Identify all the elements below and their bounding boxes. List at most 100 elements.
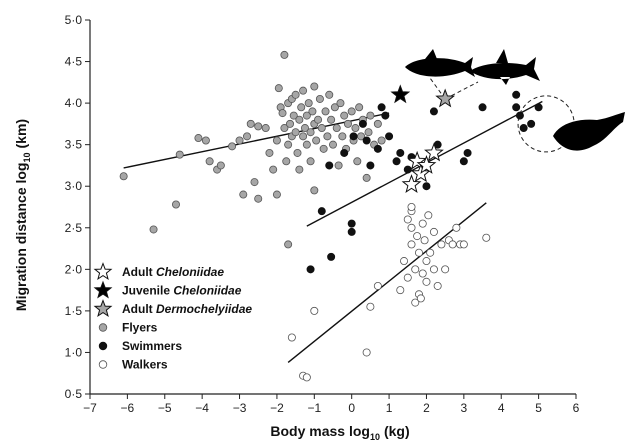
swimmers-point	[358, 119, 367, 128]
flyers-point	[272, 190, 281, 199]
flyers-point	[334, 161, 343, 170]
swimmers-point	[366, 161, 375, 170]
walkers-point	[426, 248, 435, 257]
x-tick-label: 5	[535, 401, 542, 415]
flyers-point	[250, 178, 259, 187]
x-tick-label: −7	[83, 401, 97, 415]
y-tick-label: 1·0	[65, 345, 83, 359]
walkers-point	[411, 298, 420, 307]
walkers-point	[429, 227, 438, 236]
swimmers-point	[327, 252, 336, 261]
flyers-point	[312, 136, 321, 145]
walkers-point	[482, 233, 491, 242]
flyers-point	[216, 161, 225, 170]
y-tick-label: 4·5	[65, 55, 83, 69]
walkers-point	[433, 281, 442, 290]
flyers-point	[282, 157, 291, 166]
walkers-point	[452, 223, 461, 232]
x-tick-label: −2	[270, 401, 284, 415]
flyers-point	[377, 136, 386, 145]
swimmers-point	[403, 165, 412, 174]
x-tick-label: −3	[233, 401, 247, 415]
flyers-point	[317, 124, 326, 133]
walkers-point	[400, 257, 409, 266]
walkers-point	[396, 286, 405, 295]
legend-marker-juvenile_cheloniidae	[93, 280, 113, 299]
flyers-point	[119, 172, 128, 181]
flyers-point	[284, 140, 293, 149]
juvenile-cheloniidae-star	[390, 84, 411, 104]
adult-dermochelyiidae-star	[435, 88, 456, 108]
flyers-point	[284, 240, 293, 249]
walkers-point	[403, 273, 412, 282]
y-tick-label: 3·5	[65, 138, 83, 152]
swimmers-point	[534, 103, 543, 112]
flyers-point	[289, 111, 298, 120]
whale-icon	[553, 112, 625, 151]
flyers-point	[302, 111, 311, 120]
walkers-point	[424, 211, 433, 220]
flyers-point	[362, 173, 371, 182]
swimmers-point	[478, 103, 487, 112]
swimmers-point	[459, 157, 468, 166]
flyers-point	[355, 103, 364, 112]
swimmers-point	[392, 157, 401, 166]
flyers-point	[315, 94, 324, 103]
swimmers-point	[396, 148, 405, 157]
y-tick-label: 5·0	[65, 13, 83, 27]
flyers-point	[205, 157, 214, 166]
flyers-point	[299, 132, 308, 141]
flyers-point	[373, 119, 382, 128]
swimmers-point	[385, 132, 394, 141]
walkers-point	[429, 265, 438, 274]
flyers-point	[304, 99, 313, 108]
walkers-point	[418, 219, 427, 228]
x-tick-label: −6	[121, 401, 135, 415]
flyers-point	[175, 150, 184, 159]
flyers-point	[314, 115, 323, 124]
legend-marker-adult_dermochelyiidae	[93, 299, 113, 318]
flyers-point	[261, 124, 270, 133]
walkers-point	[362, 348, 371, 357]
legend-marker-swimmers	[98, 341, 108, 351]
adult-cheloniidae-star	[424, 142, 444, 162]
flyers-point	[347, 107, 356, 116]
legend-marker-flyers	[98, 323, 108, 332]
flyers-point	[310, 82, 319, 91]
swimmers-point	[325, 161, 334, 170]
swimmers-point	[347, 219, 356, 228]
legend-label-juvenile_cheloniidae: Juvenile Cheloniidae	[122, 284, 242, 298]
flyers-point	[246, 119, 255, 128]
x-tick-label: −1	[307, 401, 321, 415]
flyers-point	[338, 132, 347, 141]
flyers-point	[351, 124, 360, 133]
walkers-point	[459, 240, 468, 249]
swimmers-point	[377, 103, 386, 112]
swimmers-point	[512, 103, 521, 112]
walkers-point	[407, 202, 416, 211]
walkers-point	[302, 373, 311, 382]
flyers-point	[286, 119, 295, 128]
flyers-point	[254, 194, 263, 203]
y-axis-label: Migration distance log10(km)	[13, 119, 32, 311]
x-tick-label: −4	[195, 401, 209, 415]
x-tick-label: 2	[423, 401, 430, 415]
walkers-point	[441, 265, 450, 274]
swimmers-point	[429, 107, 438, 116]
x-axis-label: Body mass log10 (kg)	[270, 423, 409, 442]
x-tick-label: 6	[573, 401, 580, 415]
walkers-point	[414, 248, 423, 257]
flyers-point	[343, 119, 352, 128]
flyers-point	[299, 86, 308, 95]
flyers-point	[302, 140, 311, 149]
flyers-point	[171, 200, 180, 209]
walkers-point	[373, 281, 382, 290]
flyers-point	[340, 111, 349, 120]
flyers-point	[364, 128, 373, 137]
legend-label-adult_cheloniidae: Adult Cheloniidae	[122, 265, 224, 279]
flyers-point	[235, 136, 244, 145]
flyers-point	[194, 134, 203, 143]
flyers-point	[328, 140, 337, 149]
swimmers-point	[340, 148, 349, 157]
swimmers-point	[317, 207, 326, 216]
